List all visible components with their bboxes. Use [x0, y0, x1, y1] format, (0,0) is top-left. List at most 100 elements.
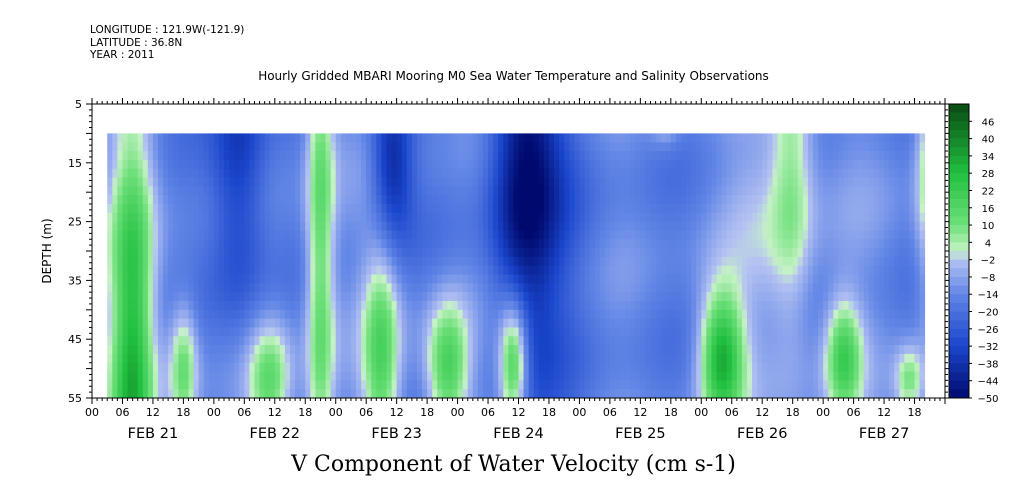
heatmap-cell: [381, 256, 387, 267]
heatmap-cell: [239, 353, 245, 364]
heatmap-cell: [300, 230, 306, 240]
heatmap-cell: [315, 274, 321, 284]
heatmap-cell: [132, 212, 139, 222]
heatmap-cell: [234, 389, 240, 399]
heatmap-cell: [640, 221, 646, 231]
heatmap-cell: [843, 274, 849, 284]
heatmap-cell: [508, 203, 514, 214]
heatmap-cell: [447, 151, 453, 161]
heatmap-cell: [406, 345, 413, 355]
heatmap-cell: [264, 159, 271, 170]
heatmap-cell: [442, 318, 448, 328]
heatmap-cell: [117, 283, 123, 293]
heatmap-cell: [361, 195, 367, 205]
heatmap-cell: [868, 239, 875, 249]
heatmap-cell: [741, 309, 748, 320]
heatmap-cell: [416, 380, 423, 390]
heatmap-cell: [406, 177, 413, 187]
heatmap-cell: [361, 292, 367, 302]
heatmap-cell: [147, 177, 154, 187]
heatmap-cell: [361, 345, 367, 355]
heatmap-cell: [513, 151, 519, 161]
heatmap-cell: [234, 256, 240, 267]
heatmap-cell: [406, 142, 413, 152]
heatmap-cell: [295, 309, 301, 320]
heatmap-cell: [559, 345, 565, 355]
heatmap-cell: [457, 159, 464, 170]
heatmap-cell: [863, 389, 870, 399]
heatmap-cell: [203, 362, 210, 372]
heatmap-cell: [482, 362, 489, 372]
heatmap-cell: [381, 186, 387, 196]
heatmap-cell: [208, 203, 215, 214]
heatmap-cell: [335, 177, 342, 187]
heatmap-cell: [432, 212, 438, 222]
heatmap-cell: [107, 159, 113, 170]
heatmap-cell: [650, 212, 656, 222]
heatmap-cell: [777, 177, 783, 187]
heatmap-cell: [366, 133, 372, 143]
heatmap-cell: [508, 292, 514, 302]
heatmap-cell: [609, 300, 616, 311]
heatmap-cell: [614, 159, 621, 170]
heatmap-cell: [422, 353, 428, 364]
heatmap-cell: [625, 327, 631, 337]
heatmap-cell: [838, 203, 844, 214]
heatmap-cell: [797, 168, 804, 178]
heatmap-cell: [127, 221, 134, 231]
heatmap-cell: [107, 256, 113, 267]
heatmap-cell: [614, 318, 621, 328]
heatmap-cell: [330, 195, 337, 205]
heatmap-cell: [117, 336, 123, 346]
heatmap-cell: [381, 318, 387, 328]
heatmap-cell: [884, 186, 890, 196]
heatmap-cell: [493, 371, 499, 381]
heatmap-cell: [193, 212, 200, 222]
heatmap-cell: [122, 248, 128, 258]
heatmap-cell: [772, 345, 778, 355]
heatmap-cell: [792, 345, 799, 355]
heatmap-cell: [147, 239, 154, 249]
heatmap-cell: [584, 345, 590, 355]
heatmap-cell: [432, 177, 438, 187]
heatmap-cell: [894, 203, 900, 214]
heatmap-cell: [762, 265, 768, 275]
heatmap-cell: [736, 186, 743, 196]
heatmap-cell: [239, 133, 245, 143]
heatmap-cell: [782, 371, 788, 381]
heatmap-cell: [137, 336, 144, 346]
heatmap-cell: [381, 203, 387, 214]
heatmap-cell: [305, 142, 311, 152]
heatmap-cell: [858, 212, 865, 222]
heatmap-cell: [706, 195, 712, 205]
heatmap-cell: [269, 133, 276, 143]
heatmap-cell: [325, 362, 332, 372]
heatmap-cell: [493, 380, 499, 390]
heatmap-cell: [665, 230, 672, 240]
heatmap-cell: [208, 186, 215, 196]
heatmap-cell: [244, 292, 250, 302]
heatmap-cell: [147, 283, 154, 293]
heatmap-cell: [625, 203, 631, 214]
heatmap-cell: [513, 283, 519, 293]
heatmap-cell: [792, 318, 799, 328]
heatmap-cell: [574, 133, 580, 143]
heatmap-cell: [711, 389, 717, 399]
heatmap-cell: [691, 203, 697, 214]
heatmap-cell: [168, 151, 174, 161]
heatmap-cell: [315, 212, 321, 222]
heatmap-cell: [878, 186, 885, 196]
heatmap-cell: [345, 362, 352, 372]
heatmap-cell: [224, 133, 230, 143]
heatmap-cell: [310, 177, 316, 187]
heatmap-cell: [391, 221, 398, 231]
heatmap-cell: [523, 151, 530, 161]
heatmap-cell: [691, 159, 697, 170]
heatmap-cell: [554, 362, 560, 372]
heatmap-cell: [675, 265, 682, 275]
heatmap-cell: [665, 380, 672, 390]
heatmap-cell: [909, 195, 915, 205]
heatmap-cell: [310, 151, 316, 161]
heatmap-cell: [406, 239, 413, 249]
heatmap-cell: [731, 389, 738, 399]
